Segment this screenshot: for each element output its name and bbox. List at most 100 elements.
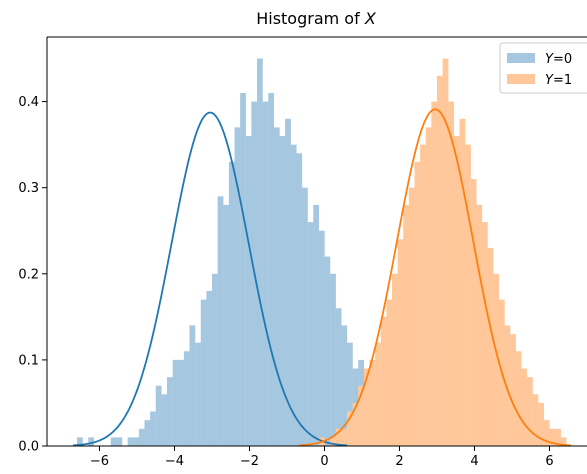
histogram-bar <box>77 437 83 446</box>
histogram-bar <box>527 377 533 446</box>
histogram-bar <box>431 101 438 446</box>
histogram-bar <box>386 299 393 446</box>
histogram-bar <box>448 101 455 446</box>
histogram-bar <box>150 411 156 446</box>
histogram-bar <box>442 58 449 446</box>
histogram-bar <box>313 204 320 446</box>
histogram-bar <box>414 161 421 446</box>
x-tick-label: 6 <box>545 454 553 469</box>
y-tick-label: 0.1 <box>18 353 39 368</box>
histogram-bar <box>392 273 398 446</box>
histogram-bar <box>560 437 567 446</box>
histogram-bar <box>403 204 410 446</box>
histogram-bar <box>453 136 460 446</box>
histogram-bar <box>521 368 528 446</box>
histogram-bar <box>189 325 196 446</box>
histogram-bar <box>532 394 539 446</box>
histogram-bar <box>318 230 325 446</box>
histogram-bar <box>408 187 415 446</box>
histogram-bar <box>172 359 179 446</box>
axes: −6 −4 −2 0 2 4 6 0.0 0.1 0.2 0.3 0.4 <box>18 36 587 469</box>
x-tick-label: −4 <box>165 454 184 469</box>
histogram-bar <box>133 437 140 446</box>
histogram-bar <box>515 351 522 446</box>
histogram-bar <box>397 239 404 446</box>
histogram-bar <box>273 127 280 446</box>
density-curve <box>72 111 348 447</box>
x-tick-label: −6 <box>90 454 109 469</box>
chart-title: Histogram of X <box>256 9 377 28</box>
histogram-bar <box>324 256 331 446</box>
histogram-bar <box>358 385 365 446</box>
histogram-bar <box>375 342 381 446</box>
histogram-bar <box>167 377 173 446</box>
histogram-bar <box>116 437 123 446</box>
histogram-bar <box>268 92 275 446</box>
histogram-bar <box>538 402 545 446</box>
histogram-bar <box>228 161 235 446</box>
histogram-bar <box>138 428 145 446</box>
histogram-bar <box>183 351 190 446</box>
y-tick-label: 0.3 <box>18 181 39 196</box>
histogram-bar <box>369 359 376 446</box>
histogram-bar <box>178 359 185 446</box>
histogram-bar <box>470 179 477 446</box>
histogram-bar <box>257 58 263 446</box>
histogram-bar <box>234 127 241 446</box>
x-tick-label: 4 <box>470 454 478 469</box>
histogram-bar <box>504 325 511 446</box>
legend-label: Y=0 <box>545 52 572 67</box>
histogram-bar <box>493 273 500 446</box>
histogram-bar <box>307 222 314 446</box>
legend-swatch <box>507 53 535 63</box>
histogram-bar <box>459 118 466 447</box>
histogram-bar <box>487 247 494 446</box>
histogram-bar <box>510 334 516 446</box>
histogram-bar <box>549 428 556 446</box>
histogram-bar <box>262 101 269 446</box>
y-tick-label: 0.0 <box>18 440 39 455</box>
y-tick-label: 0.4 <box>18 95 39 110</box>
histogram-bar <box>195 342 201 446</box>
histogram-bar <box>465 144 471 446</box>
histogram-bar <box>330 273 336 446</box>
histogram-bar <box>335 428 342 446</box>
histogram-bar <box>223 204 230 446</box>
x-tick-label: 2 <box>395 454 403 469</box>
title-prefix: Histogram of <box>256 9 365 28</box>
histogram-bar <box>279 136 286 446</box>
histogram-bar <box>363 368 370 446</box>
histogram-bar <box>240 92 246 446</box>
histogram-bar <box>296 153 303 447</box>
histogram-bar <box>437 75 443 446</box>
histogram-bar <box>110 437 117 446</box>
histogram-bar <box>543 420 550 446</box>
histogram-bar <box>482 222 488 446</box>
legend: Y=0Y=1 <box>499 42 587 94</box>
histogram-bar <box>302 187 308 446</box>
histogram-bar <box>212 273 218 446</box>
histogram-bar <box>200 299 207 446</box>
histogram-bar <box>341 428 348 446</box>
histogram-bar <box>335 308 342 446</box>
histogram-bar <box>555 428 561 446</box>
histogram-bar <box>347 411 353 446</box>
y-tick-label: 0.2 <box>18 267 39 282</box>
histogram-bars <box>77 58 567 447</box>
legend-box <box>499 42 587 94</box>
histogram-bar <box>127 437 134 446</box>
histogram-bar <box>290 144 297 446</box>
histogram-bar <box>161 394 168 446</box>
histogram-bar <box>420 144 426 446</box>
density-curve <box>299 108 571 447</box>
x-tick-label: 0 <box>320 454 328 469</box>
histogram-bar <box>330 437 336 446</box>
legend-swatch <box>507 74 535 84</box>
histogram-bar <box>217 196 224 446</box>
x-tick-label: −2 <box>240 454 259 469</box>
histogram-bar <box>341 325 348 446</box>
histogram-bar <box>206 291 213 446</box>
histogram-bar <box>380 316 387 446</box>
